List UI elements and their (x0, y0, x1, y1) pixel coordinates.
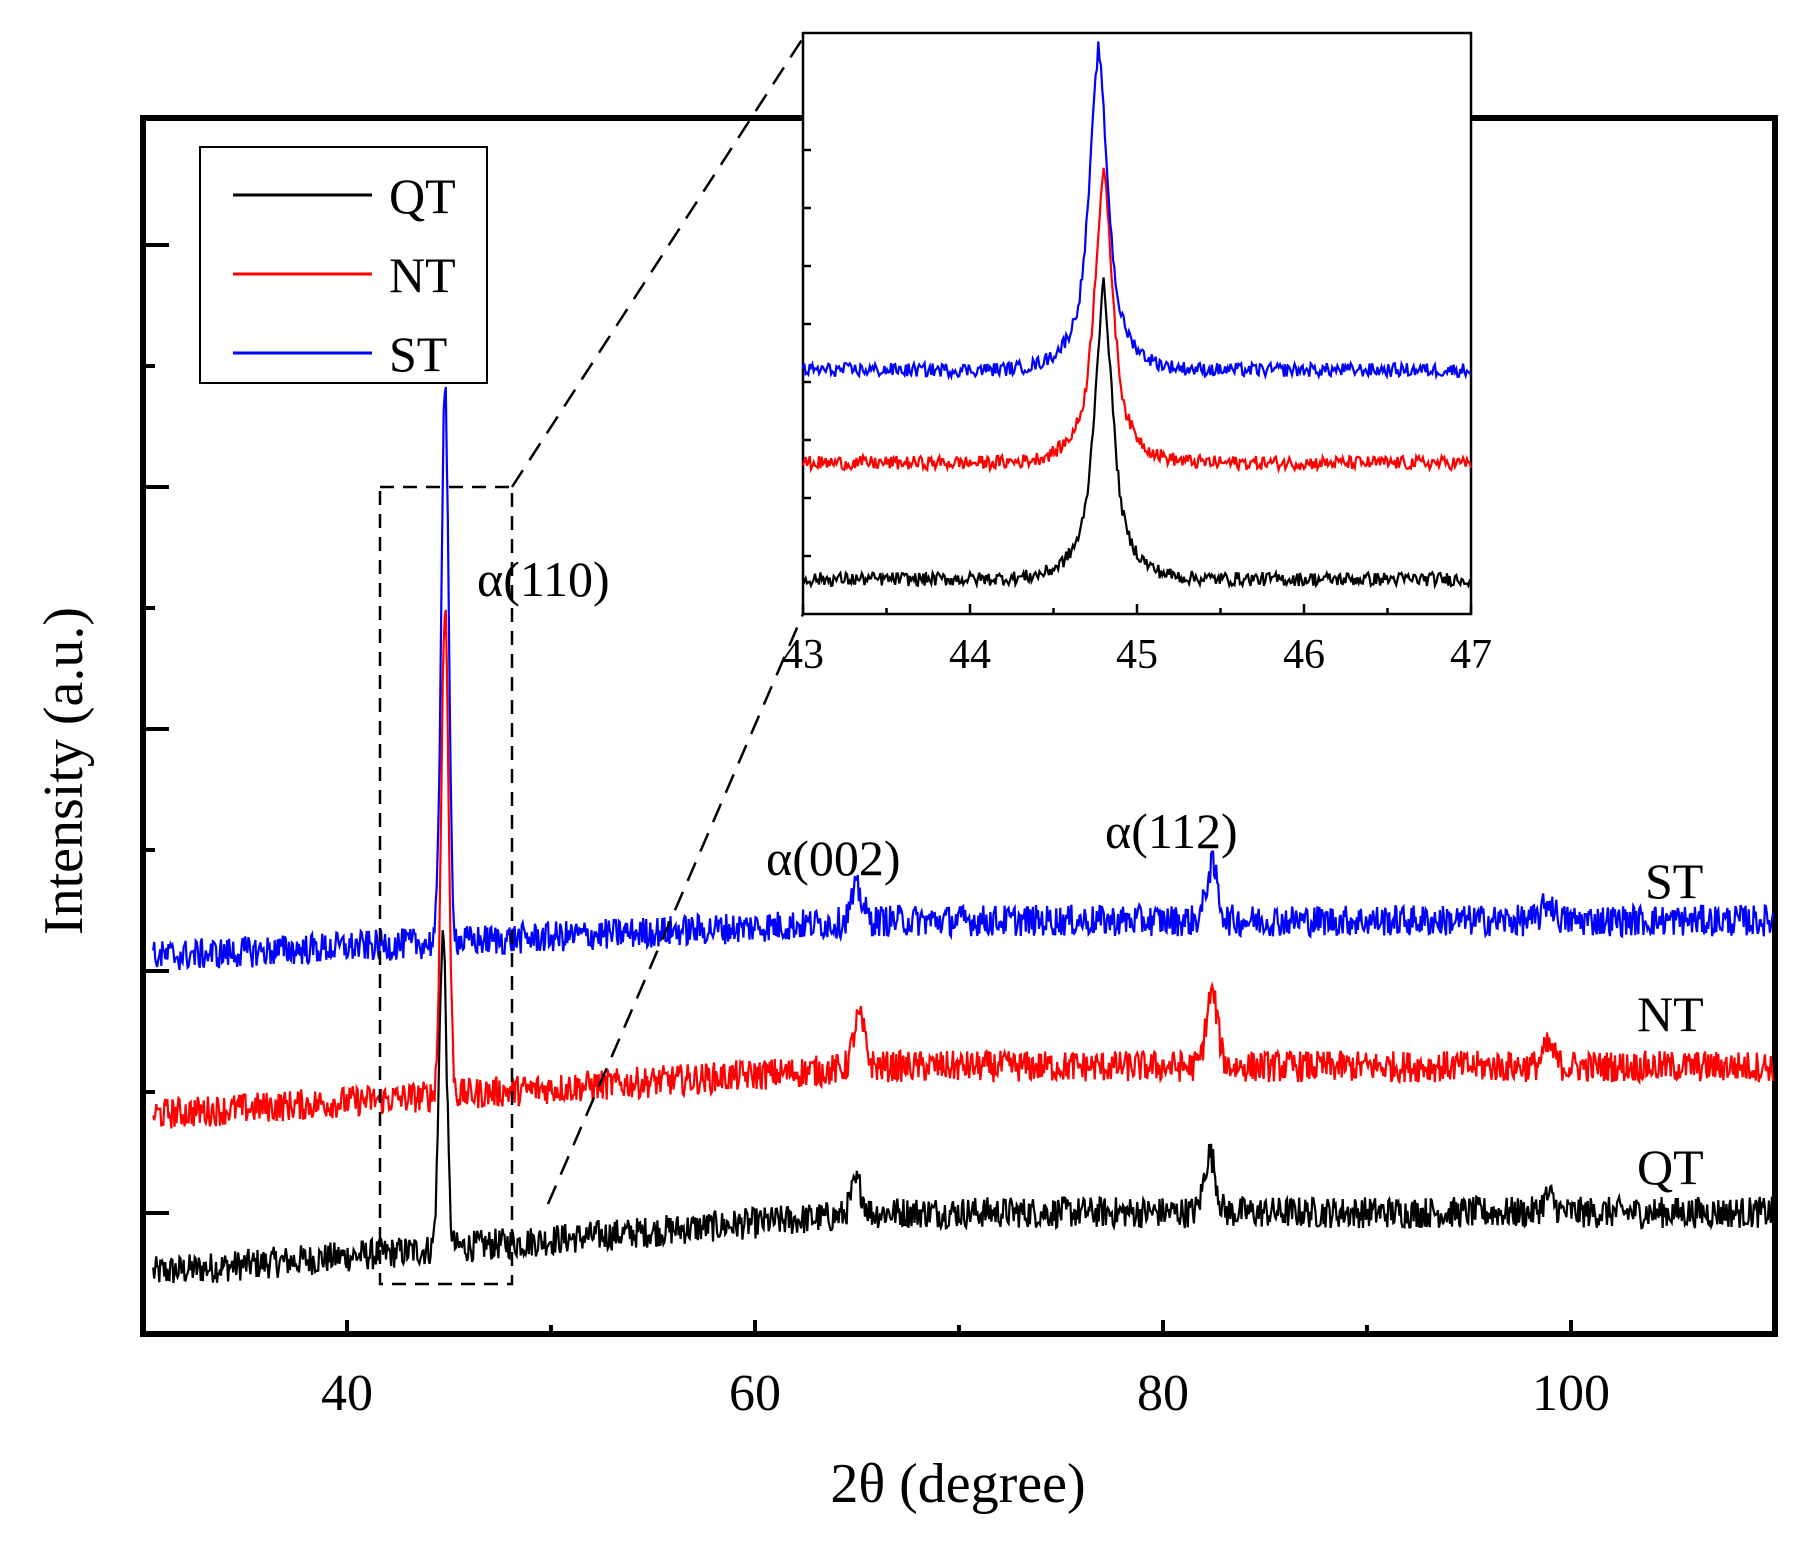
x-tick-label: 100 (1532, 1365, 1610, 1422)
y-axis-title: Intensity (a.u.) (33, 607, 95, 935)
zoom-leader-top (510, 37, 805, 488)
series-line-qt (152, 930, 1775, 1284)
zoom-region-box (378, 485, 514, 1286)
x-axis-title: 2θ (degree) (830, 1453, 1085, 1515)
inset-series-line-nt (801, 167, 1473, 475)
main-series-layer (152, 386, 1775, 1284)
inset-series-line-qt (802, 277, 1472, 590)
inset-series-line-st (801, 41, 1472, 381)
annotation-alpha-110: α(110) (477, 551, 610, 607)
legend-label-qt: QT (389, 168, 456, 224)
legend-label-st: ST (389, 326, 447, 382)
main-axes: 40 60 80 100 (143, 243, 1777, 1422)
inset-x-tick-label: 43 (782, 632, 824, 678)
annotation-alpha-112: α(112) (1105, 803, 1238, 859)
legend-label-nt: NT (389, 247, 456, 303)
x-tick-label: 40 (321, 1365, 373, 1422)
inset-plot-frame (801, 31, 1473, 616)
inset-x-tick-label: 44 (949, 632, 991, 678)
legend: QT NT ST (199, 146, 488, 384)
series-label-st: ST (1645, 853, 1703, 909)
zoom-leader-bottom (546, 613, 805, 1205)
legend-box (199, 146, 488, 384)
series-line-nt (152, 609, 1775, 1129)
x-tick-label: 60 (729, 1365, 781, 1422)
inset-series-layer (801, 41, 1473, 590)
series-line-st (152, 386, 1775, 971)
annotation-alpha-002: α(002) (766, 830, 901, 886)
inset-x-tick-label: 46 (1283, 632, 1325, 678)
series-label-nt: NT (1637, 986, 1704, 1042)
inset-x-tick-label: 47 (1450, 632, 1492, 678)
series-label-qt: QT (1637, 1139, 1704, 1195)
x-tick-label: 80 (1137, 1365, 1189, 1422)
inset-axes: 43 44 45 46 47 (782, 148, 1492, 678)
inset-x-tick-label: 45 (1116, 632, 1158, 678)
